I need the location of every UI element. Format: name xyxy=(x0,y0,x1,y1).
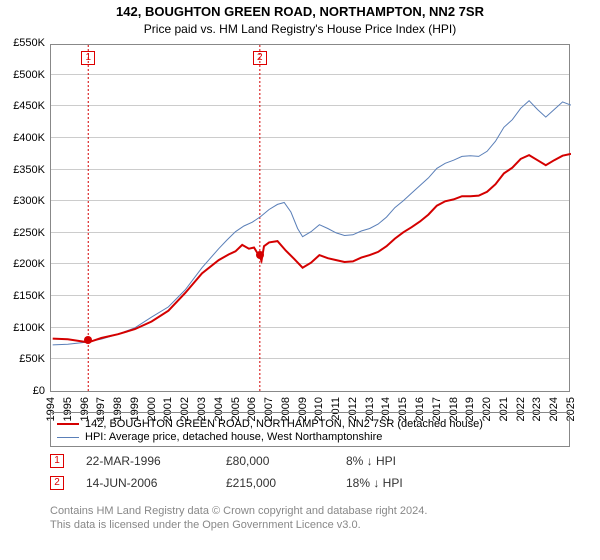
legend-swatch xyxy=(57,423,79,425)
y-axis-label: £50K xyxy=(19,353,45,365)
chart-title: 142, BOUGHTON GREEN ROAD, NORTHAMPTON, N… xyxy=(0,4,600,19)
y-axis-label: £350K xyxy=(13,164,45,176)
chart-series xyxy=(51,45,571,393)
sale-row-badge: 2 xyxy=(50,476,64,490)
y-axis-label: £450K xyxy=(13,100,45,112)
sale-marker-dot xyxy=(256,251,264,259)
legend-swatch xyxy=(57,437,79,438)
sale-row-badge: 1 xyxy=(50,454,64,468)
chart-footer: Contains HM Land Registry data © Crown c… xyxy=(50,504,427,533)
y-axis-label: £500K xyxy=(13,69,45,81)
sale-row-pct: 8% ↓ HPI xyxy=(346,454,426,468)
y-axis-label: £300K xyxy=(13,195,45,207)
legend-label: HPI: Average price, detached house, West… xyxy=(85,431,382,443)
sale-row-price: £215,000 xyxy=(226,476,346,490)
y-axis-label: £550K xyxy=(13,37,45,49)
y-axis-label: £100K xyxy=(13,322,45,334)
legend-label: 142, BOUGHTON GREEN ROAD, NORTHAMPTON, N… xyxy=(85,418,483,430)
sale-marker-badge: 2 xyxy=(253,51,267,65)
sale-data-row: 1 22-MAR-1996£80,0008% ↓ HPI xyxy=(50,454,426,468)
series-hpi xyxy=(53,101,571,345)
sale-row-date: 14-JUN-2006 xyxy=(86,476,226,490)
sale-marker-dot xyxy=(84,336,92,344)
y-axis-label: £400K xyxy=(13,132,45,144)
footer-line: This data is licensed under the Open Gov… xyxy=(50,518,427,532)
sale-row-date: 22-MAR-1996 xyxy=(86,454,226,468)
sale-row-price: £80,000 xyxy=(226,454,346,468)
sale-row-pct: 18% ↓ HPI xyxy=(346,476,426,490)
chart-plot-area: £0£50K£100K£150K£200K£250K£300K£350K£400… xyxy=(50,44,570,392)
chart-subtitle: Price paid vs. HM Land Registry's House … xyxy=(0,22,600,36)
legend-item: HPI: Average price, detached house, West… xyxy=(57,431,563,443)
legend-item: 142, BOUGHTON GREEN ROAD, NORTHAMPTON, N… xyxy=(57,418,563,430)
y-axis-label: £200K xyxy=(13,258,45,270)
series-property xyxy=(53,154,571,343)
sale-marker-badge: 1 xyxy=(81,51,95,65)
y-axis-label: £0 xyxy=(33,385,45,397)
y-axis-label: £250K xyxy=(13,227,45,239)
footer-line: Contains HM Land Registry data © Crown c… xyxy=(50,504,427,518)
sale-data-row: 2 14-JUN-2006£215,00018% ↓ HPI xyxy=(50,476,426,490)
chart-legend: 142, BOUGHTON GREEN ROAD, NORTHAMPTON, N… xyxy=(50,412,570,447)
y-axis-label: £150K xyxy=(13,290,45,302)
